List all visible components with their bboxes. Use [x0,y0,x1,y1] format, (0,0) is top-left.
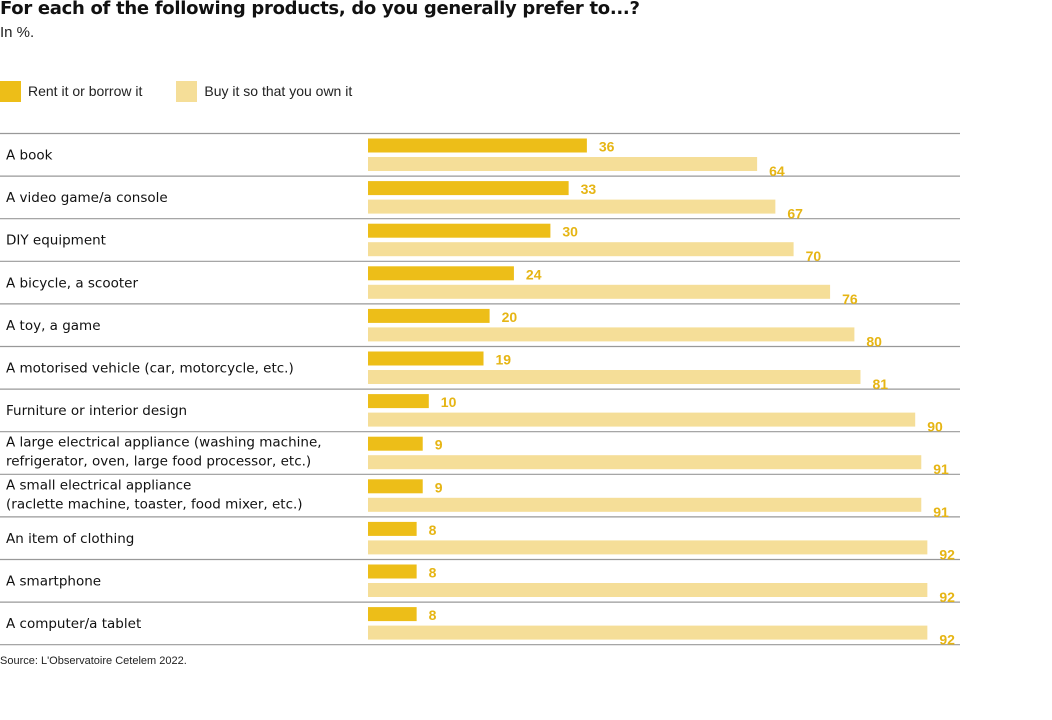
value-label-rent: 19 [496,352,512,368]
category-label: A computer/a tablet [6,616,141,632]
bar-rent [368,351,484,366]
category-label: A small electrical appliance (raclette ma… [6,477,303,512]
value-label-buy: 76 [842,291,858,307]
bar-buy [368,583,928,597]
bar-rent [368,479,423,494]
category-label-line: refrigerator, oven, large food processor… [6,454,311,470]
value-label-buy: 91 [933,504,949,520]
bar-buy [368,327,855,342]
category-label: A large electrical appliance (washing ma… [6,435,322,470]
value-label-rent: 33 [581,181,597,197]
value-label-rent: 30 [562,224,578,240]
value-label-buy: 90 [927,419,943,435]
legend-item-rent: Rent it or borrow it [0,80,143,102]
category-label: A smartphone [6,574,101,590]
category-label-line: (raclette machine, toaster, food mixer, … [6,496,303,512]
value-label-rent: 8 [429,607,437,623]
bar-rent [368,436,423,451]
value-label-buy: 80 [866,333,882,349]
category-label: DIY equipment [6,233,106,249]
value-label-rent: 20 [502,309,518,325]
category-label: A motorised vehicle (car, motorcycle, et… [6,361,294,377]
bar-rent [368,607,417,622]
bar-buy [368,157,758,171]
bar-buy [368,455,922,470]
bar-rent [368,138,587,153]
value-label-buy: 91 [933,461,949,477]
bar-buy [368,242,794,257]
bar-rent [368,308,490,323]
value-label-rent: 8 [429,522,437,538]
bar-buy [368,412,916,427]
value-label-buy: 92 [939,546,955,562]
category-label: A video game/a console [6,190,168,206]
value-label-rent: 24 [526,266,542,282]
category-label: A bicycle, a scooter [6,275,138,291]
value-label-buy: 81 [872,376,888,392]
value-label-buy: 92 [939,632,955,648]
legend-label-buy: Buy it so that you own it [204,83,353,99]
category-label: An item of clothing [6,531,134,547]
value-label-rent: 10 [441,394,457,410]
source-note: Source: L'Observatoire Cetelem 2022. [0,655,187,667]
legend: Rent it or borrow it Buy it so that you … [0,80,352,102]
category-label: A book [6,148,53,164]
bar-buy [368,497,922,512]
category-label: Furniture or interior design [6,403,187,419]
chart-title: For each of the following products, do y… [0,0,640,19]
value-label-buy: 70 [806,248,822,264]
bar-rent [368,266,514,281]
bar-rent [368,521,417,536]
bar-buy [368,284,831,299]
value-label-rent: 8 [429,565,437,581]
value-label-buy: 92 [939,589,955,605]
category-label-line: A small electrical appliance [6,477,191,493]
chart-subtitle: In %. [0,24,35,41]
legend-swatch-rent [0,80,21,102]
bar-rent [368,394,429,409]
legend-item-buy: Buy it so that you own it [176,80,353,102]
value-label-buy: 64 [769,163,785,179]
category-label-line: A large electrical appliance (washing ma… [6,435,322,451]
bar-rent [368,564,417,579]
legend-swatch-buy [176,80,198,102]
value-label-rent: 9 [435,437,443,453]
value-label-buy: 67 [787,206,803,222]
value-label-rent: 36 [599,139,615,155]
value-label-rent: 9 [435,479,443,495]
bar-buy [368,199,776,214]
bar-buy [368,625,928,640]
bar-rent [368,181,569,196]
category-label: A toy, a game [6,318,101,334]
bar-rent [368,223,551,238]
bar-buy [368,370,861,384]
bar-buy [368,540,928,555]
legend-label-rent: Rent it or borrow it [28,83,143,99]
